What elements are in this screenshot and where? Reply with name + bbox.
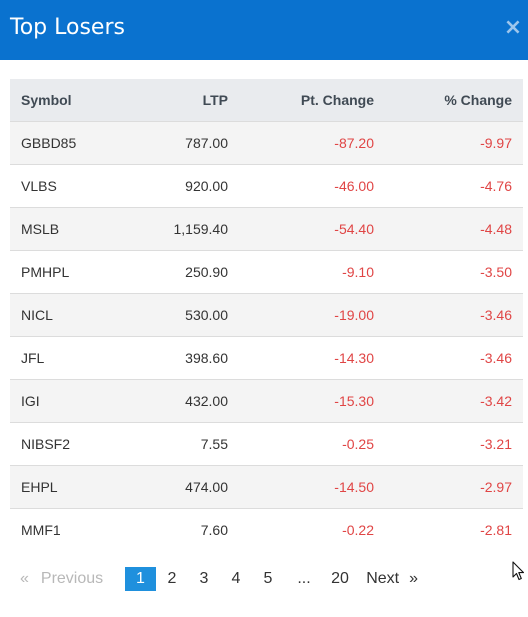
page-button-5[interactable]: 5 (263, 570, 273, 587)
column-header-pt-change[interactable]: Pt. Change (300, 91, 374, 108)
modal-header: Top Losers × (0, 0, 528, 60)
table-row: EHPL 474.00 -14.50 -2.97 (10, 464, 523, 508)
pct-change-cell: -3.46 (385, 335, 523, 379)
pct-change-cell: -3.21 (385, 421, 523, 465)
page-button-2[interactable]: 2 (167, 570, 177, 587)
table-row: VLBS 920.00 -46.00 -4.76 (10, 163, 523, 207)
ltp-cell: 920.00 (129, 163, 239, 207)
column-header-ltp[interactable]: LTP (202, 91, 228, 108)
symbol-cell: JFL (10, 335, 129, 379)
column-header-symbol[interactable]: Symbol (21, 91, 72, 108)
column-header-pct-change[interactable]: % Change (444, 91, 512, 108)
ltp-cell: 250.90 (129, 249, 239, 293)
table-row: NIBSF2 7.55 -0.25 -3.21 (10, 421, 523, 465)
pct-change-cell: -3.50 (385, 249, 523, 293)
table-row: JFL 398.60 -14.30 -3.46 (10, 335, 523, 379)
page-button-3[interactable]: 3 (199, 570, 209, 587)
ltp-cell: 7.55 (129, 421, 239, 465)
modal-title: Top Losers (10, 15, 125, 40)
pct-change-cell: -3.42 (385, 378, 523, 422)
page-button-1[interactable]: 1 (125, 567, 156, 591)
symbol-cell: PMHPL (10, 249, 129, 293)
ltp-cell: 530.00 (129, 292, 239, 336)
pt-change-cell: -0.22 (239, 507, 385, 551)
next-page-button[interactable]: Next » (356, 567, 418, 591)
table-header-row: Symbol LTP Pt. Change % Change (10, 79, 523, 121)
symbol-cell: GBBD85 (10, 120, 129, 164)
double-chevron-left-icon: « (20, 570, 29, 587)
symbol-cell: EHPL (10, 464, 129, 508)
top-losers-table: Symbol LTP Pt. Change % Change GBBD85 78… (10, 79, 523, 551)
pt-change-cell: -87.20 (239, 120, 385, 164)
ltp-cell: 432.00 (129, 378, 239, 422)
close-icon[interactable]: × (503, 15, 523, 40)
symbol-cell: NIBSF2 (10, 421, 129, 465)
double-chevron-right-icon: » (409, 570, 418, 587)
pct-change-cell: -4.76 (385, 163, 523, 207)
pt-change-cell: -14.30 (239, 335, 385, 379)
previous-page-button[interactable]: « Previous (20, 567, 117, 591)
symbol-cell: MMF1 (10, 507, 129, 551)
ltp-cell: 474.00 (129, 464, 239, 508)
ltp-cell: 398.60 (129, 335, 239, 379)
ltp-cell: 787.00 (129, 120, 239, 164)
next-label: Next (366, 570, 400, 587)
pt-change-cell: -0.25 (239, 421, 385, 465)
page-button-4[interactable]: 4 (231, 570, 241, 587)
pt-change-cell: -9.10 (239, 249, 385, 293)
mouse-pointer-icon (512, 561, 525, 581)
table-row: IGI 432.00 -15.30 -3.42 (10, 378, 523, 422)
pagination-ellipsis: ... (297, 570, 311, 587)
pagination: « Previous 1 2 3 4 5 ... 20 Next » (20, 567, 418, 591)
pt-change-cell: -19.00 (239, 292, 385, 336)
previous-label: Previous (40, 570, 104, 587)
symbol-cell: NICL (10, 292, 129, 336)
ltp-cell: 7.60 (129, 507, 239, 551)
table-row: MSLB 1,159.40 -54.40 -4.48 (10, 206, 523, 250)
table-row: NICL 530.00 -19.00 -3.46 (10, 292, 523, 336)
pct-change-cell: -2.97 (385, 464, 523, 508)
symbol-cell: VLBS (10, 163, 129, 207)
pct-change-cell: -3.46 (385, 292, 523, 336)
symbol-cell: IGI (10, 378, 129, 422)
pt-change-cell: -14.50 (239, 464, 385, 508)
pt-change-cell: -46.00 (239, 163, 385, 207)
table-row: MMF1 7.60 -0.22 -2.81 (10, 507, 523, 551)
pt-change-cell: -15.30 (239, 378, 385, 422)
pct-change-cell: -4.48 (385, 206, 523, 250)
pt-change-cell: -54.40 (239, 206, 385, 250)
pct-change-cell: -9.97 (385, 120, 523, 164)
ltp-cell: 1,159.40 (129, 206, 239, 250)
table-row: GBBD85 787.00 -87.20 -9.97 (10, 120, 523, 164)
page-button-20[interactable]: 20 (331, 570, 349, 587)
table-row: PMHPL 250.90 -9.10 -3.50 (10, 249, 523, 293)
symbol-cell: MSLB (10, 206, 129, 250)
pct-change-cell: -2.81 (385, 507, 523, 551)
